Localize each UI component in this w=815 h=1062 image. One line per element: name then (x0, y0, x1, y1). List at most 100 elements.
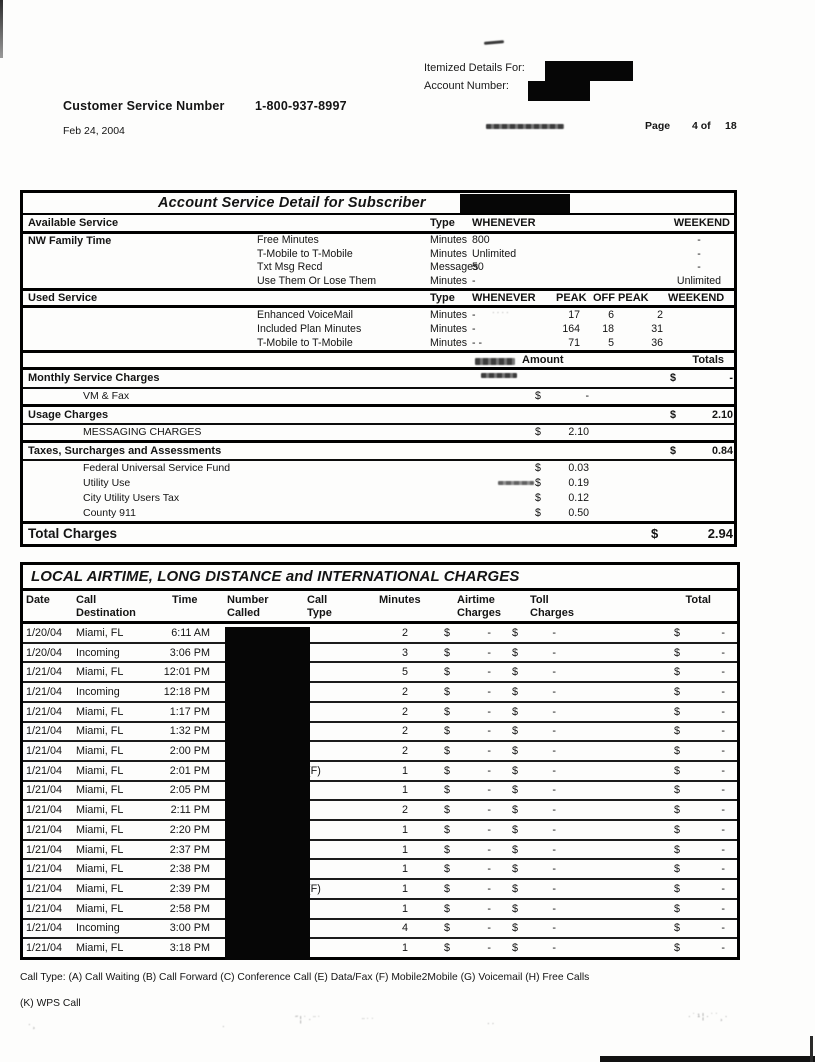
toll-header-line1: Toll (530, 594, 549, 606)
charge-amount-value: - (585, 390, 589, 402)
airtime-currency: $ (444, 725, 451, 738)
destination-header-line2: Destination (76, 607, 136, 619)
call-destination: Miami, FL (76, 705, 124, 718)
airtime-currency: $ (444, 942, 451, 955)
date-column-header: Date (26, 594, 50, 606)
call-minutes: 2 (401, 685, 408, 698)
call-detail-row: 1/21/04 Miami, FL 2:20 PM 1 $ - $ - $ - (23, 821, 737, 841)
scan-artifact-edge (810, 1036, 813, 1062)
charge-totals-currency: $ (670, 372, 677, 384)
airtime-currency: $ (444, 902, 451, 915)
charge-row: VM & Fax $ - (23, 389, 734, 404)
destination-header-line1: Call (76, 594, 97, 606)
charge-totals-currency: $ (670, 409, 677, 421)
toll-value: - (552, 725, 556, 738)
total-currency: $ (674, 902, 681, 915)
available-service-row: Use Them Or Lose Them Minutes - Unlimite… (23, 275, 734, 289)
toll-value: - (552, 666, 556, 679)
charge-label: City Utility Users Tax (83, 492, 180, 504)
scan-artifact-smudge: ·˙¹¦·˙˙¸· (688, 1012, 730, 1021)
call-time: 12:18 PM (163, 685, 210, 698)
charge-amount-value: 2.10 (568, 426, 589, 438)
toll-value: - (552, 942, 556, 955)
call-date: 1/21/04 (26, 863, 63, 876)
call-destination: Miami, FL (76, 626, 124, 639)
call-destination: Miami, FL (76, 745, 124, 758)
airtime-currency: $ (444, 863, 451, 876)
call-destination: Miami, FL (76, 942, 124, 955)
call-detail-row: 1/21/04 Miami, FL 2:37 PM 1 $ - $ - $ - (23, 841, 737, 861)
used-unit-type: Minutes (430, 337, 468, 349)
toll-currency: $ (512, 823, 519, 836)
used-whenever-header: WHENEVER (472, 292, 536, 304)
call-detail-row: 1/21/04 Incoming 12:18 PM 2 $ - $ - $ - (23, 683, 737, 703)
charge-row: Federal Universal Service Fund $ 0.03 (23, 461, 734, 476)
call-date: 1/21/04 (26, 764, 63, 777)
total-currency: $ (674, 922, 681, 935)
scan-artifact-smudge: ˝¦˙·¨˙ (295, 1015, 323, 1024)
airtime-currency: $ (444, 804, 451, 817)
airtime-currency: $ (444, 666, 451, 679)
airtime-header-line1: Airtime (457, 594, 495, 606)
toll-value: - (552, 745, 556, 758)
account-service-detail-table: Account Service Detail for Subscriber Av… (20, 190, 737, 547)
total-charges-row: Total Charges $ 2.94 (23, 521, 734, 544)
call-time: 3:18 PM (169, 942, 210, 955)
toll-value: - (552, 685, 556, 698)
toll-currency: $ (512, 666, 519, 679)
call-date: 1/21/04 (26, 705, 63, 718)
peak-header: PEAK (556, 292, 587, 304)
call-detail-row: 1/21/04 Miami, FL 1:32 PM 2 $ - $ - $ - (23, 723, 737, 743)
total-currency: $ (674, 646, 681, 659)
used-feature-name: T-Mobile to T-Mobile (257, 337, 353, 349)
used-peak-value: 164 (562, 323, 580, 335)
used-offpeak-value: 6 (608, 309, 614, 321)
used-type-header: Type (430, 292, 455, 304)
number-header-line1: Number (227, 594, 269, 606)
charge-label: Utility Use (83, 477, 131, 489)
call-minutes: 1 (401, 764, 408, 777)
total-currency: $ (674, 764, 681, 777)
airtime-currency: $ (444, 626, 451, 639)
toll-currency: $ (512, 902, 519, 915)
total-currency: $ (674, 823, 681, 836)
total-value: - (721, 902, 725, 915)
call-destination: Miami, FL (76, 764, 124, 777)
call-destination: Miami, FL (76, 725, 124, 738)
call-charges-column-headers: Date Call Destination Time Number Called C… (23, 591, 737, 624)
total-currency: $ (674, 784, 681, 797)
total-value: - (721, 882, 725, 895)
toll-currency: $ (512, 705, 519, 718)
airtime-value: - (487, 764, 491, 777)
redaction-box-subscriber-name (545, 61, 633, 81)
call-detail-row: 1/20/04 Incoming 3:06 PM 3 $ - $ - $ - (23, 644, 737, 664)
used-feature-name: Enhanced VoiceMail (257, 309, 353, 321)
account-table-title: Account Service Detail for Subscriber (158, 195, 426, 211)
airtime-value: - (487, 902, 491, 915)
airtime-value: - (487, 666, 491, 679)
total-charges-label: Total Charges (28, 526, 118, 541)
amount-totals-header-row: Amount Totals (23, 350, 734, 370)
total-value: - (721, 646, 725, 659)
call-minutes: 2 (401, 705, 408, 718)
toll-currency: $ (512, 626, 519, 639)
amount-header: Amount (522, 354, 564, 366)
charge-amount-currency: $ (535, 462, 541, 474)
total-currency: $ (674, 705, 681, 718)
toll-value: - (552, 902, 556, 915)
airtime-value: - (487, 626, 491, 639)
airtime-value: - (487, 804, 491, 817)
charge-row: City Utility Users Tax $ 0.12 (23, 491, 734, 506)
call-destination: Miami, FL (76, 666, 124, 679)
toll-currency: $ (512, 882, 519, 895)
call-minutes: 2 (401, 804, 408, 817)
call-destination: Miami, FL (76, 863, 124, 876)
used-whenever-value: - (472, 309, 476, 321)
service-feature-name: Use Them Or Lose Them (257, 274, 377, 287)
charge-amount-currency: $ (535, 507, 541, 519)
charge-amount-value: 0.03 (568, 462, 589, 474)
toll-value: - (552, 784, 556, 797)
available-service-header-row: Available Service Type WHENEVER WEEKEND (23, 215, 734, 234)
account-number-label: Account Number: (424, 80, 509, 92)
